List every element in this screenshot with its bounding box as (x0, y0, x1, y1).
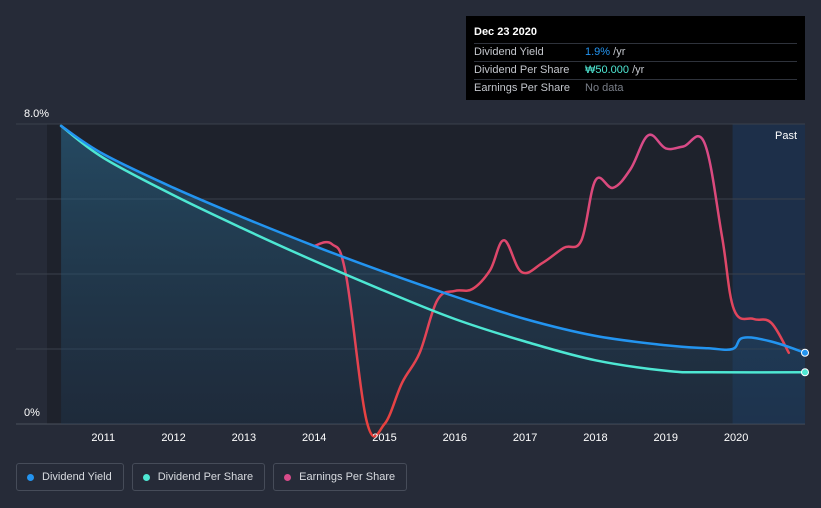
x-tick-label: 2017 (513, 432, 537, 444)
x-axis-labels: 2011 2012 2013 2014 2015 2016 2017 2018 2019 2020 (91, 432, 748, 444)
tooltip-label: Dividend Per Share (474, 64, 570, 76)
legend-label: Earnings Per Share (299, 471, 396, 483)
tooltip-value: ₩50.000 /yr (585, 62, 644, 79)
tooltip-unit: /yr (629, 64, 645, 76)
tooltip-label: Dividend Yield (474, 46, 544, 58)
past-label: Past (775, 130, 797, 142)
y-tick-label: 0% (24, 407, 40, 419)
tooltip-value: No data (585, 80, 624, 97)
dividend-yield-end-point (801, 348, 809, 357)
dividend-yield-line (59, 124, 807, 355)
tooltip-row-dividend-per-share: Dividend Per Share ₩50.000 /yr (474, 61, 797, 79)
legend-dot-icon (27, 473, 34, 481)
tooltip-label: Earnings Per Share (474, 82, 570, 94)
legend-label: Dividend Per Share (157, 471, 254, 483)
tooltip-date: Dec 23 2020 (474, 26, 537, 38)
tooltip: Dec 23 2020 Dividend Yield 1.9% /yr Divi… (466, 16, 805, 100)
earnings-per-share-line (312, 133, 791, 438)
dividend-per-share-end-point (801, 368, 809, 377)
legend-item-dividend-per-share[interactable]: Dividend Per Share (131, 463, 266, 491)
legend-dot-icon (142, 473, 150, 481)
x-tick-label: 2014 (302, 432, 326, 444)
tooltip-unit: /yr (610, 46, 626, 58)
x-tick-label: 2020 (724, 432, 748, 444)
y-tick-label: 8.0% (24, 108, 49, 120)
tooltip-dps-number: ₩50.000 (585, 64, 630, 76)
legend: Dividend Yield Dividend Per Share Earnin… (16, 463, 408, 491)
legend-dot-icon (284, 473, 292, 481)
x-tick-label: 2016 (443, 432, 467, 444)
legend-item-earnings-per-share[interactable]: Earnings Per Share (273, 463, 408, 491)
tooltip-yield-number: 1.9% (585, 46, 611, 58)
series-layer (59, 124, 809, 438)
x-tick-label: 2013 (232, 432, 256, 444)
x-tick-label: 2012 (161, 432, 185, 444)
legend-item-dividend-yield[interactable]: Dividend Yield (16, 463, 124, 491)
x-tick-label: 2015 (372, 432, 396, 444)
legend-label: Dividend Yield (42, 471, 112, 483)
x-tick-label: 2018 (583, 432, 607, 444)
dividend-yield-area (61, 125, 806, 425)
tooltip-value: 1.9% /yr (585, 44, 625, 61)
x-tick-label: 2011 (91, 432, 115, 444)
tooltip-row-dividend-yield: Dividend Yield 1.9% /yr (474, 43, 797, 61)
y-axis-labels: 8.0% 0% (24, 108, 49, 419)
x-tick-label: 2019 (654, 432, 678, 444)
tooltip-row-earnings-per-share: Earnings Per Share No data (474, 79, 797, 97)
dividend-per-share-line (59, 124, 807, 374)
tooltip-eps-nodata: No data (585, 82, 624, 94)
